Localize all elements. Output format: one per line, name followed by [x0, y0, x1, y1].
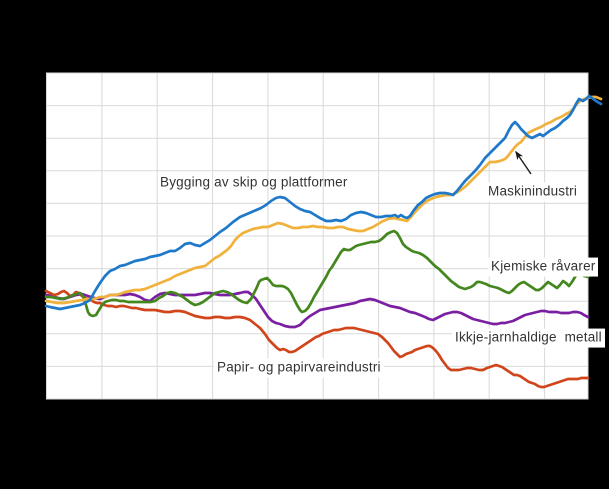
annotation-arrow-layer	[515, 150, 532, 175]
series-line-bygging-av-skip-og-plattformer	[44, 94, 603, 311]
series-lines	[44, 94, 603, 389]
series-label-kjemiske-ravarer: Kjemiske råvarer	[488, 257, 599, 277]
series-line-ikkje-jarnhaldige-metall	[44, 290, 590, 329]
series-label-maskinindustri: Maskinindustri	[485, 182, 581, 202]
series-line-kjemiske-r-varer	[44, 229, 590, 318]
series-line-maskinindustri	[44, 95, 603, 305]
series-label-ikkje-jarnhaldige-metall: Ikkje-jarnhaldige metall	[452, 328, 605, 348]
series-label-bygging-av-skip-og-plattformer: Bygging av skip og plattformer	[160, 174, 348, 190]
series-label-papir-og-papirvareindustri: Papir- og papirvareindustri	[214, 358, 384, 378]
series-line-papir-og-papirvareindustri	[44, 289, 590, 389]
annotation-arrow	[515, 150, 532, 175]
